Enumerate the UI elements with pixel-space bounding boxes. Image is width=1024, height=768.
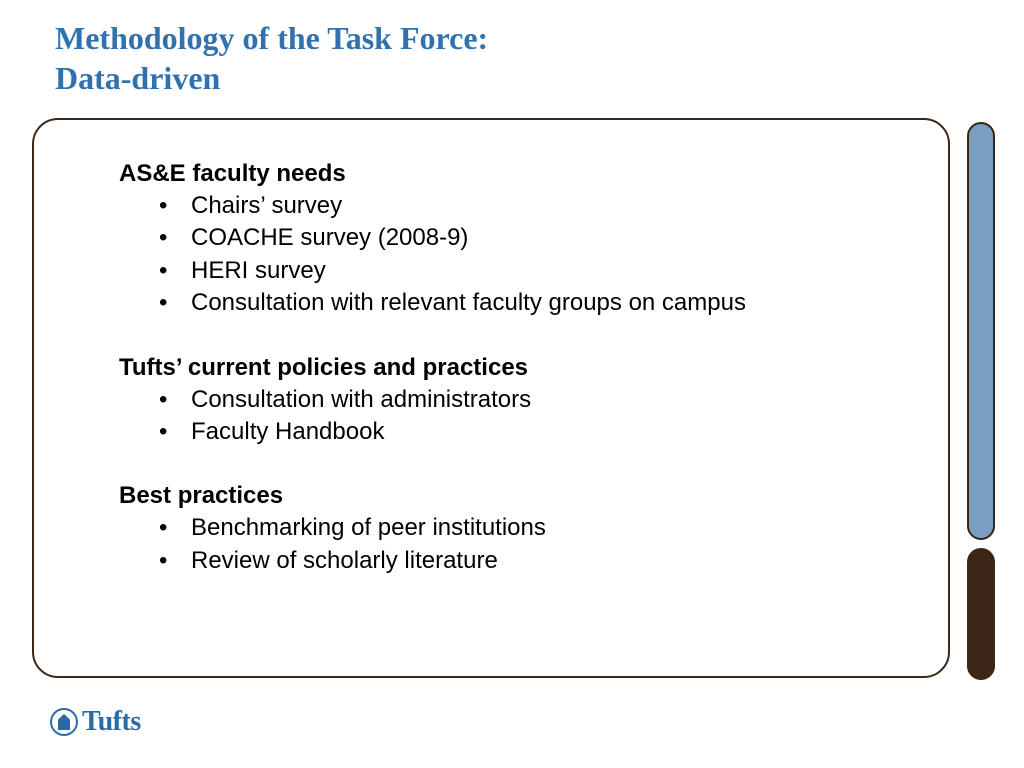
- side-accent-brown: [967, 548, 995, 680]
- list-item: Review of scholarly literature: [119, 545, 888, 577]
- list-item: Faculty Handbook: [119, 416, 888, 448]
- list-item: Chairs’ survey: [119, 190, 888, 222]
- section-heading-2: Best practices: [119, 482, 888, 510]
- tufts-seal-icon: [50, 708, 78, 736]
- list-item: Consultation with relevant faculty group…: [119, 287, 888, 319]
- tufts-logo: Tufts: [50, 706, 141, 738]
- list-item: Benchmarking of peer institutions: [119, 512, 888, 544]
- tufts-wordmark: Tufts: [82, 706, 141, 738]
- side-accent-blue: [967, 122, 995, 540]
- title-line-2: Data-driven: [55, 60, 220, 96]
- slide-title: Methodology of the Task Force: Data-driv…: [55, 18, 488, 98]
- bullet-list-2: Benchmarking of peer institutions Review…: [119, 512, 888, 577]
- slide-container: Methodology of the Task Force: Data-driv…: [0, 0, 1024, 768]
- title-line-1: Methodology of the Task Force:: [55, 20, 488, 56]
- section-heading-1: Tufts’ current policies and practices: [119, 354, 888, 382]
- seal-glyph-icon: [58, 714, 70, 730]
- list-item: Consultation with administrators: [119, 384, 888, 416]
- section-heading-0: AS&E faculty needs: [119, 160, 888, 188]
- list-item: HERI survey: [119, 255, 888, 287]
- list-item: COACHE survey (2008-9): [119, 222, 888, 254]
- bullet-list-1: Consultation with administrators Faculty…: [119, 384, 888, 449]
- bullet-list-0: Chairs’ survey COACHE survey (2008-9) HE…: [119, 190, 888, 320]
- content-frame: AS&E faculty needs Chairs’ survey COACHE…: [32, 118, 950, 678]
